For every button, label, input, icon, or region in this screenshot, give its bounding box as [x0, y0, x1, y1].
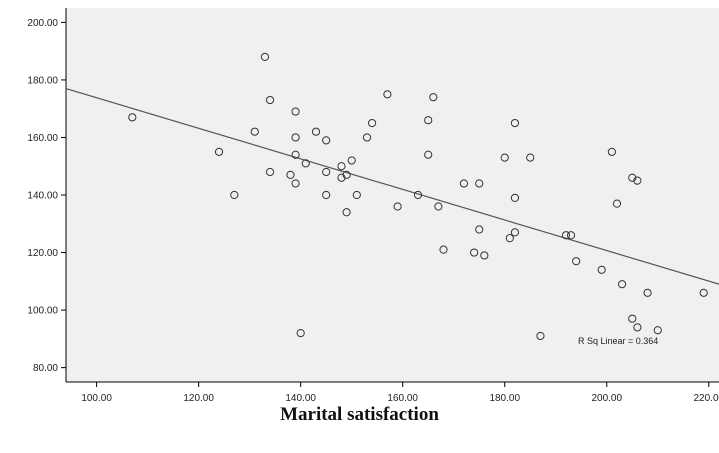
data-point	[561, 231, 571, 240]
plot-area	[66, 8, 719, 382]
data-point	[475, 179, 484, 188]
data-point	[628, 314, 637, 323]
data-point	[291, 179, 300, 188]
data-point	[214, 147, 224, 156]
y-axis-ticks: 80.00 100.00 120.00 140.00 160.00 180.00 200.0…	[27, 18, 66, 374]
data-point	[480, 251, 489, 260]
data-point	[296, 328, 305, 338]
data-point	[413, 190, 423, 200]
data-point	[311, 127, 321, 136]
data-point	[393, 202, 402, 211]
data-point	[434, 202, 443, 211]
data-point	[470, 248, 479, 257]
data-point	[342, 170, 351, 179]
y-tick-label: 200.00	[27, 18, 58, 29]
x-tick-label: 220.00	[694, 393, 719, 404]
data-point	[566, 231, 576, 240]
x-axis-ticks: 100.00 120.00 140.00 160.00 180.00 200.00 220.…	[81, 382, 719, 404]
data-point	[424, 150, 433, 159]
regression-line	[65, 87, 719, 285]
data-point	[505, 234, 514, 243]
data-point	[383, 90, 392, 99]
data-point	[475, 225, 484, 234]
data-point	[362, 133, 372, 142]
data-point	[128, 113, 137, 122]
data-point	[291, 107, 300, 116]
x-axis-title: Marital satisfaction	[280, 404, 439, 425]
data-point	[301, 159, 310, 168]
data-points	[128, 52, 708, 341]
data-point	[607, 147, 616, 156]
data-point	[643, 288, 652, 297]
data-point	[286, 170, 295, 179]
data-point	[510, 118, 520, 128]
y-tick-label: 160.00	[27, 133, 58, 144]
x-tick-label: 140.00	[285, 393, 316, 404]
x-tick-label: 120.00	[183, 393, 214, 404]
data-point	[510, 193, 520, 202]
data-point	[500, 153, 509, 162]
x-tick-label: 160.00	[387, 393, 418, 404]
data-point	[429, 93, 438, 102]
data-point	[597, 265, 606, 274]
data-point	[260, 52, 270, 62]
data-point	[699, 288, 708, 297]
data-point	[342, 208, 351, 217]
data-point	[617, 280, 627, 289]
data-point	[459, 179, 469, 188]
data-point	[322, 167, 331, 177]
x-tick-label: 200.00	[591, 393, 622, 404]
data-point	[367, 118, 377, 128]
data-point	[291, 133, 300, 142]
y-tick-label: 140.00	[27, 191, 58, 202]
data-point	[633, 323, 642, 332]
data-point	[322, 190, 331, 200]
y-tick-label: 80.00	[33, 363, 58, 374]
data-point	[439, 245, 448, 254]
data-point	[337, 162, 346, 171]
data-point	[424, 116, 433, 125]
data-point	[352, 190, 361, 200]
data-point	[322, 136, 331, 145]
y-tick-label: 100.00	[27, 306, 58, 317]
data-point	[633, 176, 642, 185]
data-point	[230, 190, 239, 200]
data-point	[612, 199, 622, 208]
data-point	[250, 127, 259, 136]
data-point	[265, 95, 275, 105]
data-point	[536, 331, 545, 341]
data-point	[572, 257, 581, 266]
data-point	[347, 156, 356, 165]
data-point	[265, 167, 275, 177]
y-tick-label: 120.00	[27, 248, 58, 259]
data-point	[526, 153, 535, 162]
x-tick-label: 100.00	[81, 393, 112, 404]
data-point	[510, 228, 520, 237]
data-point	[653, 326, 662, 335]
r-squared-annotation: R Sq Linear = 0.364	[578, 336, 658, 346]
x-tick-label: 180.00	[489, 393, 520, 404]
y-tick-label: 180.00	[27, 75, 58, 86]
data-point	[291, 150, 300, 159]
